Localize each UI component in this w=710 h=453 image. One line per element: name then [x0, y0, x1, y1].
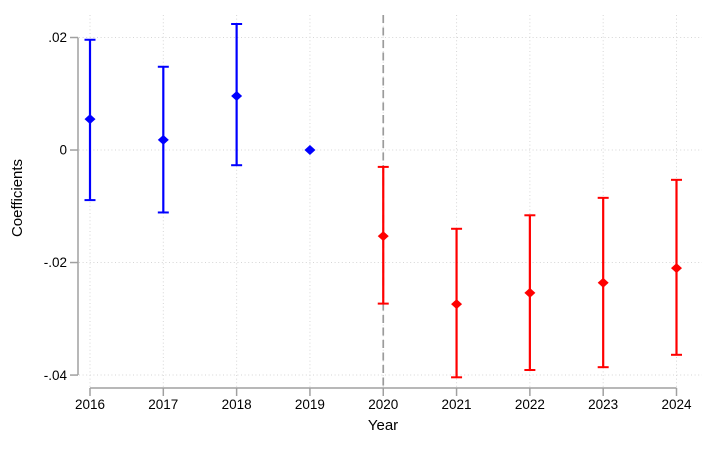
- x-tick-label-2019: 2019: [295, 397, 325, 412]
- x-tick-label-2018: 2018: [222, 397, 252, 412]
- point-marker-2022: [524, 287, 536, 298]
- y-tick-label--.02: -.02: [44, 255, 67, 270]
- x-tick-label-2016: 2016: [75, 397, 105, 412]
- point-marker-2023: [597, 277, 609, 288]
- y-tick-label-.02: .02: [48, 30, 67, 45]
- x-tick-label-2022: 2022: [515, 397, 545, 412]
- x-tick-label-2021: 2021: [442, 397, 472, 412]
- point-marker-2021: [451, 299, 463, 310]
- y-axis-title: Coefficients: [9, 159, 26, 237]
- point-marker-2018: [231, 91, 243, 102]
- axes-layer: .02 0 -.02 -.04 2016 2017 2018 2019 2020 2021 2022…: [44, 30, 692, 412]
- gridlines-layer: [79, 15, 702, 388]
- point-marker-2019: [304, 145, 316, 156]
- x-tick-label-2024: 2024: [661, 397, 692, 412]
- point-marker-2024: [671, 263, 682, 274]
- x-tick-label-2020: 2020: [368, 397, 398, 412]
- point-marker-2016: [84, 114, 96, 125]
- point-marker-2017: [157, 134, 169, 145]
- x-tick-label-2023: 2023: [588, 397, 618, 412]
- x-tick-label-2017: 2017: [148, 397, 178, 412]
- data-series-layer: [84, 23, 682, 379]
- point-marker-2020: [377, 231, 389, 242]
- y-tick-label--.04: -.04: [44, 368, 68, 383]
- x-axis-title: Year: [368, 417, 398, 434]
- y-tick-label-0: 0: [59, 143, 67, 158]
